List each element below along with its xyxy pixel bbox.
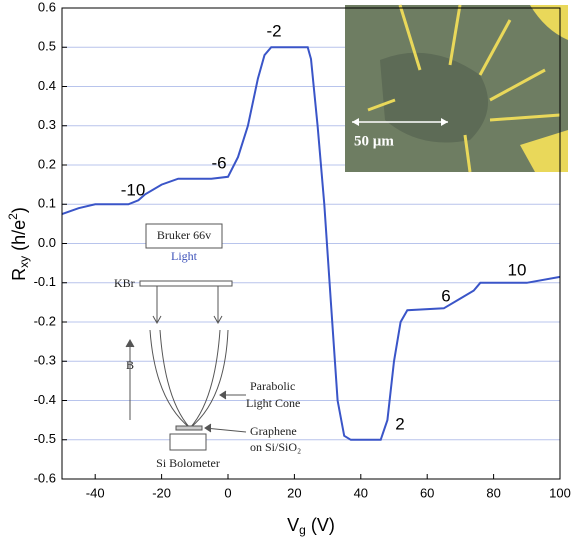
plateau-label: -10 (121, 180, 146, 199)
y-tick-label: -0.3 (34, 353, 56, 368)
x-tick-label: 20 (287, 485, 301, 500)
y-tick-label: 0.2 (38, 156, 56, 171)
diagram-label: on Si/SiO₂ (250, 440, 301, 454)
diagram-label: B (126, 358, 134, 372)
micrograph-inset: 50 µm (345, 4, 568, 173)
plateau-label: -6 (211, 153, 226, 172)
y-tick-label: 0.3 (38, 117, 56, 132)
y-tick-label: 0.6 (38, 0, 56, 14)
diagram-label: Light Cone (246, 396, 300, 410)
data-line (61, 46, 561, 441)
x-tick-label: 40 (354, 485, 368, 500)
plot-frame (61, 7, 561, 480)
x-tick-label: 80 (486, 485, 500, 500)
y-tick-label: 0.4 (38, 78, 56, 93)
x-tick-label: 100 (549, 485, 571, 500)
scale-label: 50 µm (354, 133, 394, 149)
y-tick-label: -0.2 (34, 313, 56, 328)
diagram-label: KBr (114, 276, 135, 290)
diagram-label: Light (171, 249, 198, 263)
y-tick-label: -0.5 (34, 431, 56, 446)
x-tick-label: -20 (152, 485, 171, 500)
plateau-label: 2 (395, 414, 404, 433)
x-axis-label: Vg (V) (287, 515, 335, 537)
diagram-label: Bruker 66v (157, 228, 211, 242)
setup-diagram (125, 223, 247, 451)
plateau-label: 10 (508, 260, 527, 279)
y-tick-label: -0.4 (34, 392, 56, 407)
y-tick-label: 0.0 (38, 235, 56, 250)
y-tick-label: 0.1 (38, 196, 56, 211)
y-tick-label: -0.6 (34, 470, 56, 485)
y-axis-label: Rxy (h/e2) (6, 207, 31, 281)
x-tick-label: 0 (224, 485, 231, 500)
plateau-label: 6 (441, 286, 450, 305)
x-tick-label: 60 (420, 485, 434, 500)
plateau-label: -2 (266, 21, 281, 40)
y-tick-label: -0.1 (34, 274, 56, 289)
diagram-label: Si Bolometer (156, 456, 220, 470)
x-tick-label: -40 (86, 485, 105, 500)
y-tick-label: 0.5 (38, 39, 56, 54)
diagram-label: Graphene (250, 424, 297, 438)
diagram-label: Parabolic (250, 379, 295, 393)
